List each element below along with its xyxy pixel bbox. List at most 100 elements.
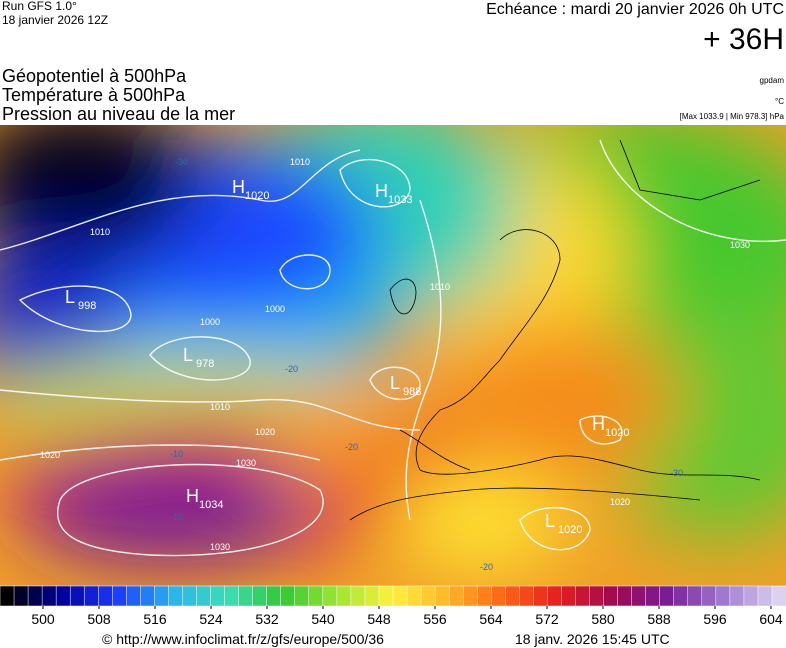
colorbar-swatch: [378, 585, 394, 607]
colorbar-tick-label: 588: [647, 611, 671, 627]
colorbar-swatch: [322, 585, 338, 607]
colorbar-swatch: [238, 585, 254, 607]
colorbar-swatch: [364, 585, 380, 607]
colorbar-tick-label: 540: [311, 611, 335, 627]
isobar-label: 1000: [265, 304, 285, 314]
pressure-center-value: 1033: [388, 194, 412, 206]
colorbar-swatch: [27, 585, 43, 607]
colorbar-swatch: [224, 585, 240, 607]
isobar-label: 1010: [290, 157, 310, 167]
colorbar-swatch: [701, 585, 717, 607]
colorbar-tick-label: 604: [759, 611, 783, 627]
isobar-label: 1030: [236, 458, 256, 468]
colorbar-swatch: [294, 585, 310, 607]
colorbar-tick-label: 556: [423, 611, 447, 627]
temperature-label: -20: [285, 364, 298, 374]
colorbar-swatch: [392, 585, 408, 607]
temperature-label: -30: [670, 468, 683, 478]
pressure-center-letter: H: [232, 177, 245, 197]
colorbar-swatch: [491, 585, 507, 607]
isobar-label: 1010: [210, 402, 230, 412]
colorbar-swatch: [98, 585, 114, 607]
pressure-center-value: 998: [78, 300, 96, 312]
pressure-center-letter: L: [390, 373, 400, 393]
colorbar-swatch: [743, 585, 759, 607]
pressure-center-letter: H: [375, 181, 388, 201]
title-line: Géopotentiel à 500hPa: [2, 66, 187, 86]
colorbar-tick-label: 564: [479, 611, 503, 627]
colorbar-swatch: [462, 585, 478, 607]
colorbar: 500 508 516 524 532 540 548 556 564 572 580 588 596 6…: [0, 585, 786, 627]
colorbar-tick-label: 532: [255, 611, 279, 627]
colorbar-swatch: [41, 585, 57, 607]
unit-label: [Max 1033.9 | Min 978.3] hPa: [680, 112, 785, 121]
isobar-label: 1020: [40, 450, 60, 460]
run-date: 18 janvier 2026 12Z: [2, 13, 108, 27]
colorbar-swatch: [0, 585, 15, 607]
colorbar-swatch: [406, 585, 422, 607]
colorbar-swatch: [140, 585, 156, 607]
colorbar-swatch: [154, 585, 170, 607]
colorbar-swatch: [589, 585, 605, 607]
valid-time: Echéance : mardi 20 janvier 2026 0h UTC: [486, 1, 784, 18]
isobar-label: 1030: [210, 542, 230, 552]
colorbar-swatch: [55, 585, 71, 607]
pressure-center-letter: L: [545, 511, 555, 531]
colorbar-tick-label: 596: [703, 611, 727, 627]
colorbar-swatch: [645, 585, 661, 607]
colorbar-swatch: [476, 585, 493, 607]
isobar-label: 1030: [730, 240, 750, 250]
unit-label: °C: [775, 97, 784, 106]
lead-time: + 36H: [703, 23, 784, 56]
pressure-center-letter: H: [186, 486, 199, 506]
colorbar-swatch: [757, 585, 773, 607]
temperature-label: -20: [480, 562, 493, 572]
colorbar-swatch: [771, 585, 786, 607]
run-label: Run GFS 1.0°: [2, 0, 77, 13]
colorbar-swatch: [715, 585, 731, 607]
colorbar-swatch: [729, 585, 745, 607]
colorbar-swatch: [434, 585, 450, 607]
colorbar-swatch: [687, 585, 703, 607]
colorbar-tick-label: 572: [535, 611, 559, 627]
colorbar-swatch: [252, 585, 268, 607]
colorbar-swatch: [112, 585, 128, 607]
pressure-center-letter: L: [183, 345, 193, 365]
colorbar-swatch: [659, 585, 675, 607]
pressure-center-value: 1034: [199, 499, 223, 511]
colorbar-swatch: [280, 585, 296, 607]
colorbar-swatch: [673, 585, 689, 607]
colorbar-tick-label: 548: [367, 611, 391, 627]
colorbar-swatch: [350, 585, 366, 607]
colorbar-swatch: [533, 585, 549, 607]
isobar-label: 1000: [200, 317, 220, 327]
pressure-center-value: 1020: [558, 524, 582, 536]
map: [0, 125, 786, 586]
colorbar-swatch: [182, 585, 198, 607]
colorbar-swatch: [336, 585, 352, 607]
footer-source: © http://www.infoclimat.fr/z/gfs/europe/…: [102, 631, 384, 647]
colorbar-swatch: [448, 585, 464, 607]
colorbar-swatch: [603, 585, 619, 607]
colorbar-tick-label: 524: [199, 611, 223, 627]
temperature-label: -10: [170, 449, 183, 459]
isobar-label: 1010: [430, 282, 450, 292]
isobar-label: 1020: [255, 427, 275, 437]
pressure-center-value: 1020: [245, 190, 269, 202]
colorbar-swatch: [561, 585, 577, 607]
colorbar-tick-label: 516: [143, 611, 167, 627]
colorbar-swatch: [69, 585, 85, 607]
colorbar-swatch: [519, 585, 535, 607]
colorbar-swatch: [547, 585, 563, 607]
pressure-center-value: 1020: [605, 427, 629, 439]
colorbar-swatch: [420, 585, 436, 607]
colorbar-swatch: [210, 585, 226, 607]
colorbar-swatch: [505, 585, 521, 607]
colorbar-swatch: [308, 585, 324, 607]
colorbar-swatch: [631, 585, 647, 607]
isobar-label: 1020: [610, 497, 630, 507]
colorbar-tick-label: 500: [31, 611, 55, 627]
colorbar-tick-label: 508: [87, 611, 111, 627]
title-line: Pression au niveau de la mer: [2, 104, 235, 124]
